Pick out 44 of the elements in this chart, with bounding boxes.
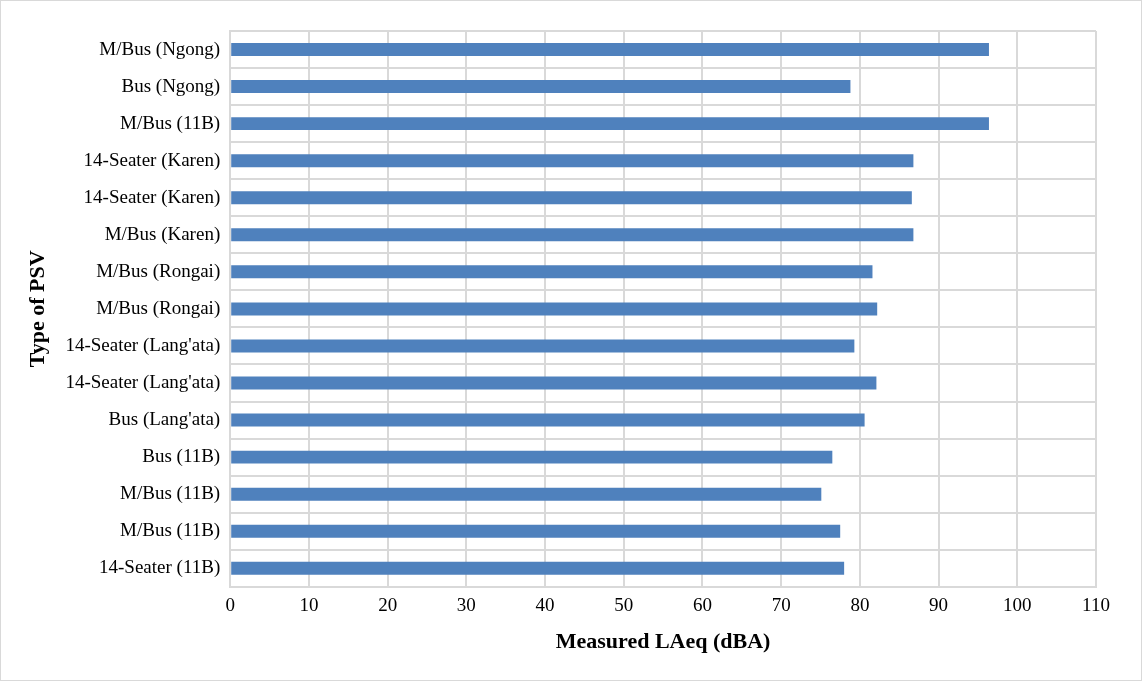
x-tick-label: 70 xyxy=(771,594,791,616)
bar xyxy=(231,413,865,427)
bar xyxy=(231,228,914,242)
x-tick-label: 30 xyxy=(456,594,476,616)
y-tick-label: Bus (11B) xyxy=(142,445,221,468)
y-tick-label: 14-Seater (11B) xyxy=(99,556,221,579)
x-axis-title: Measured LAeq (dBA) xyxy=(555,628,771,654)
y-tick-label: M/Bus (Karen) xyxy=(104,222,221,245)
bar xyxy=(231,450,833,464)
x-tick-label: 50 xyxy=(614,594,634,616)
x-tick-label: 100 xyxy=(1003,594,1032,616)
y-axis-title: Type of PSV xyxy=(23,250,49,368)
y-tick-label: 14-Seater (Lang'ata) xyxy=(65,333,221,356)
bar xyxy=(231,376,877,390)
x-tick-label: 40 xyxy=(535,594,555,616)
bar xyxy=(231,487,822,501)
x-tick-label: 110 xyxy=(1082,594,1110,616)
bar xyxy=(231,302,878,316)
bar xyxy=(231,154,914,168)
bar xyxy=(231,265,873,279)
x-tick-label: 90 xyxy=(929,594,949,616)
y-tick-label: M/Bus (Rongai) xyxy=(96,259,221,282)
bar xyxy=(231,191,912,205)
y-tick-label: M/Bus (Rongai) xyxy=(96,296,221,319)
y-tick-label: M/Bus (11B) xyxy=(120,519,221,542)
bar xyxy=(231,43,989,57)
bar xyxy=(231,80,851,94)
bar xyxy=(231,117,989,131)
x-tick-label: 0 xyxy=(225,594,235,616)
x-tick-label: 10 xyxy=(299,594,319,616)
y-tick-label: Bus (Ngong) xyxy=(121,74,221,97)
bar xyxy=(231,561,845,575)
y-tick-label: M/Bus (Ngong) xyxy=(99,37,221,60)
y-tick-label: M/Bus (11B) xyxy=(120,111,221,134)
x-tick-label: 20 xyxy=(378,594,398,616)
x-tick-label: 60 xyxy=(692,594,712,616)
y-tick-label: M/Bus (11B) xyxy=(120,482,221,505)
y-tick-label: 14-Seater (Karen) xyxy=(83,185,221,208)
y-tick-label: 14-Seater (Lang'ata) xyxy=(65,370,221,393)
x-tick-label: 80 xyxy=(850,594,870,616)
y-tick-label: Bus (Lang'ata) xyxy=(108,408,221,431)
y-tick-label: 14-Seater (Karen) xyxy=(83,148,221,171)
bar xyxy=(231,339,855,353)
bar xyxy=(231,524,841,538)
